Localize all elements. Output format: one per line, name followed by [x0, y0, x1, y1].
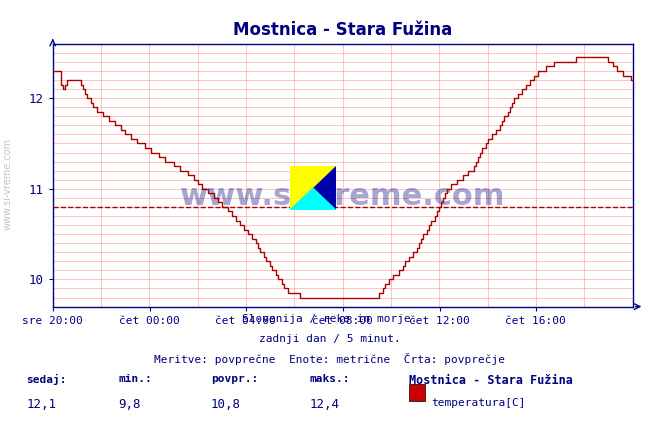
Text: temperatura[C]: temperatura[C] — [432, 398, 526, 408]
Text: sedaj:: sedaj: — [26, 374, 67, 385]
Text: Slovenija / reke in morje.: Slovenija / reke in morje. — [242, 314, 417, 324]
Text: povpr.:: povpr.: — [211, 374, 258, 384]
Title: Mostnica - Stara Fužina: Mostnica - Stara Fužina — [233, 21, 452, 39]
Polygon shape — [290, 166, 336, 210]
Text: 10,8: 10,8 — [211, 398, 241, 411]
Text: zadnji dan / 5 minut.: zadnji dan / 5 minut. — [258, 334, 401, 343]
Text: 9,8: 9,8 — [119, 398, 141, 411]
Text: 12,4: 12,4 — [310, 398, 340, 411]
Text: 12,1: 12,1 — [26, 398, 57, 411]
Text: www.si-vreme.com: www.si-vreme.com — [3, 138, 13, 230]
FancyBboxPatch shape — [409, 384, 425, 401]
Text: www.si-vreme.com: www.si-vreme.com — [180, 182, 505, 211]
Text: maks.:: maks.: — [310, 374, 350, 384]
Polygon shape — [290, 188, 336, 210]
Polygon shape — [290, 166, 336, 210]
Text: Meritve: povprečne  Enote: metrične  Črta: povprečje: Meritve: povprečne Enote: metrične Črta:… — [154, 353, 505, 365]
Text: min.:: min.: — [119, 374, 152, 384]
Text: Mostnica - Stara Fužina: Mostnica - Stara Fužina — [409, 374, 573, 387]
